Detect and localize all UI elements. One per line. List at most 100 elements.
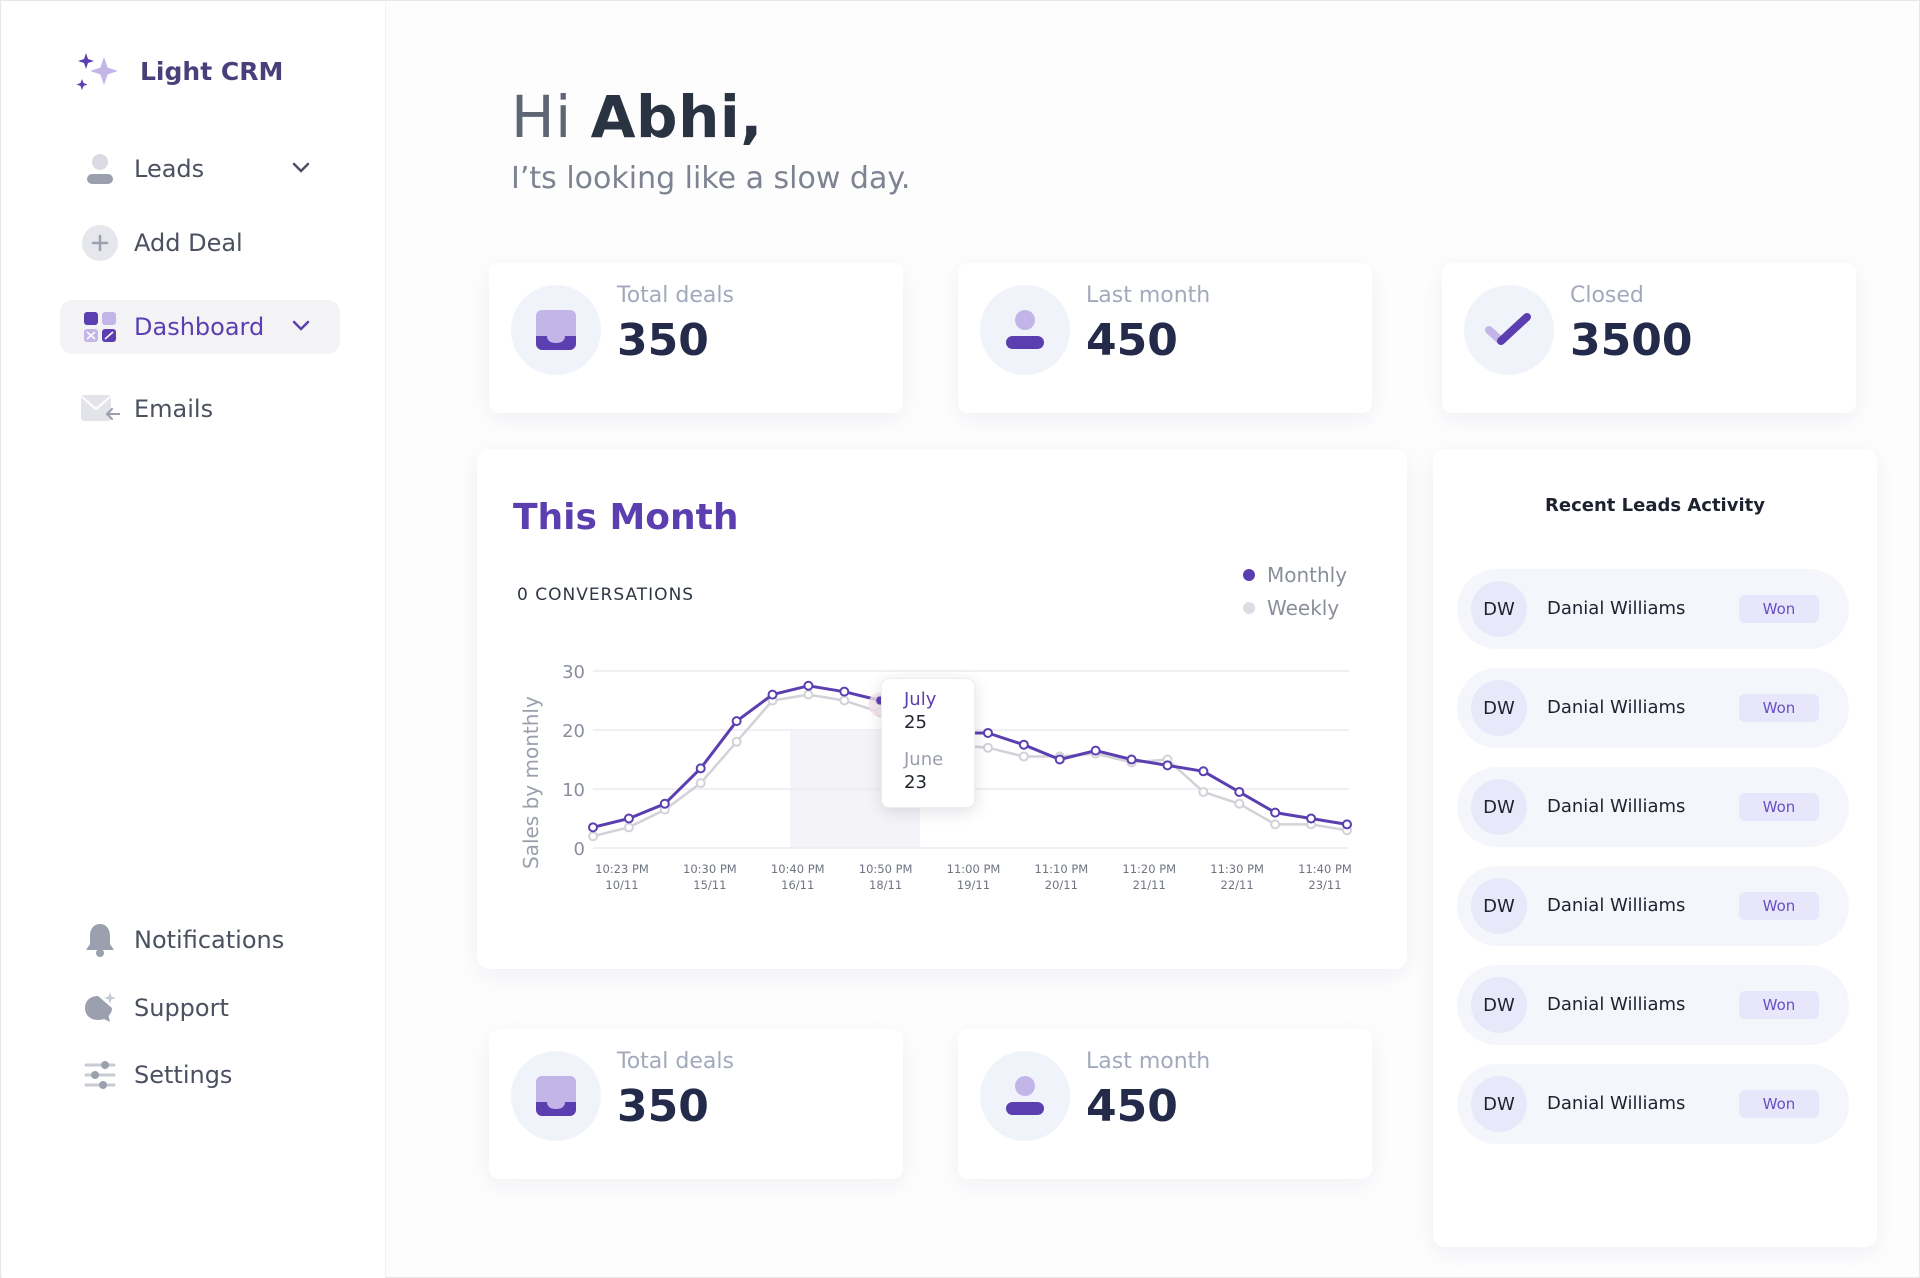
stat-card-last-month[interactable]: Last month 450 [958, 263, 1372, 413]
stat-value: 350 [617, 315, 709, 366]
email-icon [78, 387, 122, 431]
x-tick-label: 20/11 [1045, 878, 1078, 892]
bell-icon [78, 918, 122, 962]
lead-row[interactable]: DW Danial Williams Won [1457, 767, 1849, 847]
sidebar-item-label: Leads [134, 155, 205, 183]
user-icon [78, 147, 122, 191]
lead-name: Danial Williams [1547, 598, 1686, 619]
x-tick-label: 23/11 [1308, 878, 1341, 892]
x-tick-label: 21/11 [1133, 878, 1166, 892]
sliders-icon [78, 1053, 122, 1097]
legend-monthly[interactable]: Monthly [1243, 563, 1347, 587]
x-tick-label: 11:20 PM [1122, 862, 1176, 876]
status-badge: Won [1739, 991, 1819, 1019]
plus-circle-icon [78, 221, 122, 265]
data-point [1162, 760, 1173, 771]
chevron-down-icon[interactable] [290, 314, 312, 336]
data-point [1054, 754, 1065, 765]
avatar: DW [1471, 779, 1527, 835]
support-icon [78, 986, 122, 1030]
sidebar-item-notifications[interactable]: Notifications [60, 913, 340, 967]
chevron-down-icon[interactable] [290, 156, 312, 178]
data-point [588, 831, 598, 842]
data-point [1342, 819, 1352, 830]
data-point [767, 689, 778, 700]
brand-name: Light CRM [140, 56, 284, 86]
sidebar-item-emails[interactable]: Emails [60, 382, 340, 436]
data-point [1234, 786, 1245, 797]
legend-weekly[interactable]: Weekly [1243, 596, 1339, 620]
recent-leads-panel: Recent Leads Activity DW Danial Williams… [1433, 449, 1877, 1247]
tooltip-value: 23 [904, 772, 927, 793]
x-tick-label: 18/11 [869, 878, 902, 892]
data-point [731, 716, 742, 727]
x-tick-label: 10/11 [605, 878, 638, 892]
data-point [695, 778, 706, 789]
status-badge: Won [1739, 694, 1819, 722]
legend-dot [1243, 602, 1255, 614]
data-point [982, 742, 993, 753]
data-point [1198, 786, 1209, 797]
data-point [695, 763, 706, 774]
lead-name: Danial Williams [1547, 994, 1686, 1015]
sidebar-item-leads[interactable]: Leads [60, 142, 340, 196]
sidebar-item-support[interactable]: Support [60, 981, 340, 1035]
page-title: Hi Abhi, [511, 83, 763, 151]
inbox-icon [511, 1051, 601, 1141]
data-point [659, 798, 670, 809]
dashboard-icon [78, 305, 122, 349]
x-tick-label: 22/11 [1221, 878, 1254, 892]
lead-row[interactable]: DW Danial Williams Won [1457, 965, 1849, 1045]
lead-name: Danial Williams [1547, 697, 1686, 718]
chart-title: This Month [513, 497, 739, 538]
chart-y-axis-label: Sales by monthly [519, 696, 543, 869]
stat-value: 3500 [1570, 315, 1693, 366]
stat-value: 450 [1086, 315, 1178, 366]
x-tick-label: 11:40 PM [1298, 862, 1352, 876]
data-point [803, 680, 814, 691]
sidebar-item-add-deal[interactable]: Add Deal [60, 216, 340, 270]
stat-value: 350 [617, 1081, 709, 1132]
sidebar-item-label: Emails [134, 395, 214, 423]
user-icon [980, 285, 1070, 375]
x-tick-label: 10:30 PM [683, 862, 737, 876]
stat-card-total-deals[interactable]: Total deals 350 [489, 263, 903, 413]
data-point [839, 686, 850, 697]
conversations-count: 0 CONVERSATIONS [517, 585, 695, 605]
data-point [1090, 745, 1101, 756]
sidebar-item-label: Dashboard [134, 313, 265, 341]
stat-label: Last month [1086, 283, 1211, 308]
sidebar-item-label: Add Deal [134, 229, 243, 257]
stat-value: 450 [1086, 1081, 1178, 1132]
y-tick-label: 0 [574, 839, 585, 860]
avatar: DW [1471, 977, 1527, 1033]
status-badge: Won [1739, 1090, 1819, 1118]
stat-card-last-month[interactable]: Last month 450 [958, 1029, 1372, 1179]
avatar: DW [1471, 680, 1527, 736]
tooltip-value: 25 [904, 712, 927, 733]
x-tick-label: 16/11 [781, 878, 814, 892]
data-point [731, 736, 742, 747]
data-point [982, 727, 993, 738]
user-icon [980, 1051, 1070, 1141]
stat-card-closed[interactable]: Closed 3500 [1442, 263, 1856, 413]
lead-row[interactable]: DW Danial Williams Won [1457, 668, 1849, 748]
data-point [588, 822, 598, 833]
stat-card-total-deals[interactable]: Total deals 350 [489, 1029, 903, 1179]
lead-row[interactable]: DW Danial Williams Won [1457, 866, 1849, 946]
y-tick-label: 20 [562, 721, 585, 742]
stat-label: Total deals [617, 1049, 734, 1074]
sidebar-item-settings[interactable]: Settings [60, 1048, 340, 1102]
data-point [1234, 798, 1245, 809]
brand-logo[interactable]: Light CRM [74, 46, 283, 96]
data-point [1018, 739, 1029, 750]
lead-row[interactable]: DW Danial Williams Won [1457, 569, 1849, 649]
x-tick-label: 11:10 PM [1035, 862, 1089, 876]
legend-label: Monthly [1267, 563, 1348, 587]
sidebar-item-dashboard[interactable]: Dashboard [60, 300, 340, 354]
x-tick-label: 10:40 PM [771, 862, 825, 876]
legend-dot [1243, 569, 1255, 581]
page-subtitle: I’ts looking like a slow day. [511, 161, 911, 196]
lead-row[interactable]: DW Danial Williams Won [1457, 1064, 1849, 1144]
